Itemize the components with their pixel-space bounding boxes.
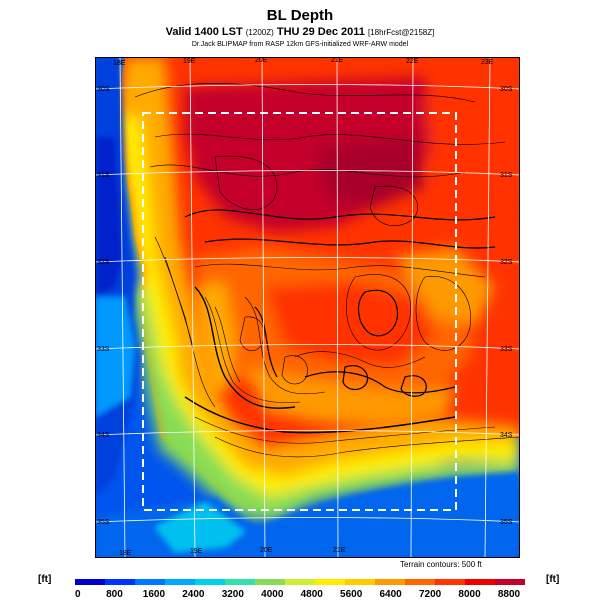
lon-label: 19E bbox=[190, 548, 203, 555]
valid-time-utc: (1200Z) bbox=[245, 28, 274, 37]
legend-swatch bbox=[315, 579, 346, 585]
legend-tick-labels: 0 800 1600 2400 3200 4000 4800 5600 6400 7200 8000… bbox=[75, 589, 521, 599]
left-latitude-labels: 30S 31S 32S 33S 34S 35S bbox=[97, 86, 110, 526]
legend-tick-label: 1600 bbox=[143, 589, 166, 599]
lon-label: 18E bbox=[113, 60, 126, 67]
legend-swatch bbox=[345, 579, 376, 585]
lon-label: 19E bbox=[183, 58, 196, 65]
lon-label: 21E bbox=[333, 547, 346, 554]
valid-time: Valid 1400 LST (1200Z) THU 29 Dec 2011 [… bbox=[0, 26, 600, 38]
legend-tick-label: 5600 bbox=[340, 589, 363, 599]
lat-label: 33S bbox=[500, 346, 513, 353]
lon-label: 20E bbox=[260, 547, 273, 554]
lat-label: 33S bbox=[97, 346, 110, 353]
legend-color-bar bbox=[75, 579, 525, 585]
legend-tick-label: 0 bbox=[75, 589, 81, 599]
legend-tick-label: 3200 bbox=[222, 589, 245, 599]
lat-label: 32S bbox=[97, 259, 110, 266]
legend-tick-label: 8000 bbox=[458, 589, 481, 599]
lon-label: 20E bbox=[255, 57, 268, 64]
lat-label: 35S bbox=[500, 519, 513, 526]
right-latitude-labels: 30S 31S 32S 33S 34S 35S bbox=[500, 86, 513, 526]
lon-label: 22E bbox=[406, 58, 419, 65]
lon-label: 23E bbox=[481, 59, 494, 66]
legend-tick-label: 8800 bbox=[498, 589, 521, 599]
valid-date: THU 29 Dec 2011 bbox=[276, 26, 365, 38]
terrain-note: Terrain contours: 500 ft bbox=[400, 560, 482, 569]
legend-tick-label: 6400 bbox=[380, 589, 403, 599]
lat-label: 31S bbox=[97, 172, 110, 179]
lat-label: 32S bbox=[500, 259, 513, 266]
lat-label: 34S bbox=[97, 432, 110, 439]
valid-time-main: Valid 1400 LST bbox=[165, 26, 243, 38]
lat-label: 31S bbox=[500, 172, 513, 179]
map-title: BL Depth bbox=[266, 7, 334, 24]
legend-tick-label: 7200 bbox=[419, 589, 442, 599]
legend-tick-label: 800 bbox=[106, 589, 123, 599]
lon-label: 21E bbox=[331, 57, 344, 64]
lat-lon-grid bbox=[95, 57, 520, 558]
map-frame bbox=[95, 57, 520, 558]
color-legend: 0 800 1600 2400 3200 4000 4800 5600 6400 7200 8000… bbox=[75, 579, 525, 599]
legend-tick-label: 2400 bbox=[182, 589, 205, 599]
bottom-longitude-labels: 18E 19E 20E 21E bbox=[119, 547, 346, 557]
inner-domain-box bbox=[142, 112, 457, 511]
lat-label: 30S bbox=[500, 86, 513, 93]
lon-label: 18E bbox=[119, 550, 132, 557]
legend-swatch bbox=[495, 579, 525, 585]
legend-swatch bbox=[105, 579, 136, 585]
model-credit: Dr.Jack BLIPMAP from RASP 12km GFS-initi… bbox=[191, 41, 409, 48]
legend-swatch bbox=[285, 579, 316, 585]
legend-tick-label: 4000 bbox=[261, 589, 284, 599]
lat-label: 30S bbox=[97, 86, 110, 93]
legend-tick-label: 4800 bbox=[301, 589, 324, 599]
legend-swatch bbox=[405, 579, 436, 585]
legend-swatch bbox=[435, 579, 466, 585]
unit-label-left: [ft] bbox=[38, 574, 52, 585]
top-longitude-labels: 18E 19E 20E 21E 22E 23E bbox=[113, 57, 494, 67]
bl-depth-map: 18E 19E 20E 21E 22E 23E 18E 19E 20E 21E … bbox=[95, 57, 520, 558]
legend-swatch bbox=[375, 579, 406, 585]
legend-swatch bbox=[255, 579, 286, 585]
unit-label-right: [ft] bbox=[546, 574, 560, 585]
legend-swatch bbox=[135, 579, 166, 585]
lat-label: 35S bbox=[97, 519, 110, 526]
forecast-info: [18hrFcst@2158Z] bbox=[367, 28, 435, 37]
lat-label: 34S bbox=[500, 432, 513, 439]
legend-swatch bbox=[75, 579, 106, 585]
legend-swatch bbox=[225, 579, 256, 585]
legend-swatch bbox=[195, 579, 226, 585]
legend-swatch bbox=[465, 579, 496, 585]
terrain-contours bbox=[134, 83, 520, 458]
legend-swatch bbox=[165, 579, 196, 585]
